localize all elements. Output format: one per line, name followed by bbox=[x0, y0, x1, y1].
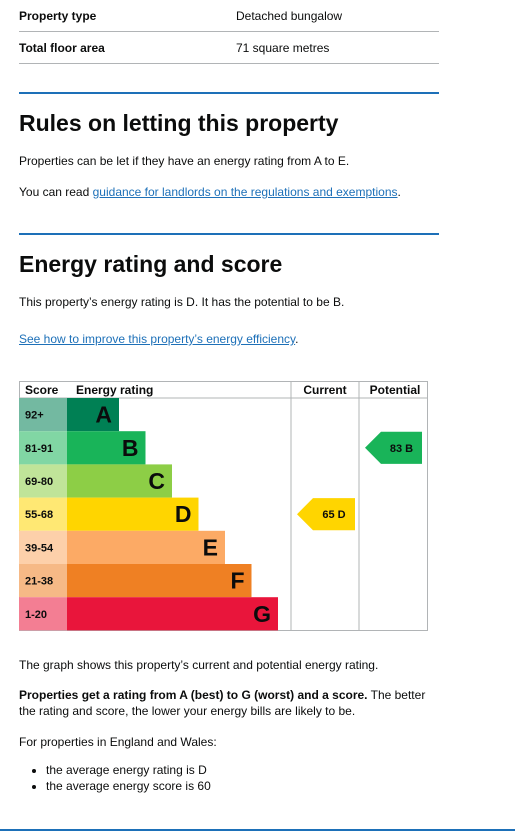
band-score-cell bbox=[19, 398, 67, 432]
potential-rating-label: 83 B bbox=[390, 443, 413, 455]
band-f: 21-38 F bbox=[19, 564, 252, 598]
band-score-cell bbox=[19, 530, 67, 564]
band-score-cell bbox=[19, 431, 67, 465]
band-score-label: 69-80 bbox=[25, 476, 53, 488]
band-score-label: 39-54 bbox=[25, 542, 54, 554]
header-current: Current bbox=[303, 383, 346, 397]
header-potential: Potential bbox=[370, 383, 421, 397]
band-e: 39-54 E bbox=[19, 530, 225, 564]
band-letter: G bbox=[253, 601, 271, 627]
rating-explanation-rest: The better the rating and score, the low… bbox=[19, 688, 426, 718]
summary-key: Total floor area bbox=[19, 40, 105, 55]
improve-link[interactable]: See how to improve this property’s energ… bbox=[19, 332, 296, 346]
letting-heading: Rules on letting this property bbox=[19, 110, 339, 136]
letting-text: Properties can be let if they have an en… bbox=[19, 154, 350, 168]
graph-description: The graph shows this property’s current … bbox=[19, 658, 379, 672]
current-rating-label: 65 D bbox=[322, 509, 345, 521]
summary-value: 71 square metres bbox=[236, 40, 330, 55]
band-letter: A bbox=[95, 402, 112, 428]
band-score-cell bbox=[19, 464, 67, 498]
epc-bands: 92+ A 81-91 B 69-80 C 55-68 D 39-54 E 21-38 F 1-20 G bbox=[19, 398, 278, 631]
band-score-label: 81-91 bbox=[25, 443, 53, 455]
improve-suffix: . bbox=[295, 332, 299, 346]
guidance-suffix: . bbox=[397, 185, 401, 199]
section-divider bbox=[19, 92, 439, 94]
header-rating: Energy rating bbox=[76, 383, 153, 397]
rating-explanation: Properties get a rating from A (best) to… bbox=[19, 687, 439, 719]
energy-heading: Energy rating and score bbox=[19, 251, 283, 277]
band-score-label: 92+ bbox=[25, 410, 44, 422]
band-score-label: 1-20 bbox=[25, 609, 47, 621]
band-g: 1-20 G bbox=[19, 597, 278, 631]
region-text: For properties in England and Wales: bbox=[19, 735, 217, 749]
band-score-label: 55-68 bbox=[25, 509, 53, 521]
content: Property type Detached bungalow Total fl… bbox=[19, 0, 439, 347]
info-block: The graph shows this property’s current … bbox=[19, 657, 439, 794]
band-bar bbox=[67, 431, 146, 465]
summary-row-floor-area: Total floor area 71 square metres bbox=[19, 32, 439, 64]
list-item: the average energy rating is D bbox=[46, 762, 439, 778]
average-list: the average energy rating is D the avera… bbox=[19, 762, 439, 794]
guidance-prefix: You can read bbox=[19, 185, 93, 199]
list-item: the average energy score is 60 bbox=[46, 778, 439, 794]
band-bar bbox=[67, 530, 225, 564]
potential-rating-arrow bbox=[365, 431, 422, 464]
energy-rating-chart: 92+ A 81-91 B 69-80 C 55-68 D 39-54 E 21-38 F 1-20 G … bbox=[19, 381, 428, 631]
summary-key: Property type bbox=[19, 8, 97, 23]
band-a: 92+ A bbox=[19, 398, 119, 432]
current-rating-arrow bbox=[297, 498, 355, 531]
band-score-cell bbox=[19, 564, 67, 598]
band-score-cell bbox=[19, 497, 67, 531]
band-c: 69-80 C bbox=[19, 464, 172, 498]
letting-guidance: You can read guidance for landlords on t… bbox=[19, 184, 439, 200]
epc-headers: Score Energy rating Current Potential bbox=[25, 383, 420, 397]
energy-improve: See how to improve this property’s energ… bbox=[19, 331, 439, 347]
band-bar bbox=[67, 564, 252, 598]
header-score: Score bbox=[25, 383, 59, 397]
band-score-cell bbox=[19, 597, 67, 631]
band-score-label: 21-38 bbox=[25, 576, 53, 588]
section-divider bbox=[19, 233, 439, 235]
band-bar bbox=[67, 464, 172, 498]
rating-explanation-bold: Properties get a rating from A (best) to… bbox=[19, 688, 368, 702]
guidance-link[interactable]: guidance for landlords on the regulation… bbox=[92, 185, 398, 199]
band-letter: D bbox=[175, 501, 192, 527]
summary-value: Detached bungalow bbox=[236, 8, 343, 23]
energy-summary: This property’s energy rating is D. It h… bbox=[19, 295, 345, 309]
band-letter: B bbox=[122, 435, 139, 461]
band-d: 55-68 D bbox=[19, 497, 199, 531]
band-bar bbox=[67, 398, 119, 432]
band-bar bbox=[67, 597, 278, 631]
epc-graph: 92+ A81-91 B69-80 C55-68 D39-54 E21-38 F1-20 G … bbox=[19, 381, 428, 631]
band-letter: C bbox=[148, 468, 165, 494]
band-letter: F bbox=[230, 568, 244, 594]
footer-rule bbox=[0, 829, 515, 831]
band-b: 81-91 B bbox=[19, 431, 146, 465]
band-bar bbox=[67, 497, 199, 531]
summary-row-property-type: Property type Detached bungalow bbox=[19, 0, 439, 32]
band-letter: E bbox=[203, 534, 218, 560]
epc-arrows: 65 D 83 B bbox=[297, 431, 422, 531]
summary-list: Property type Detached bungalow Total fl… bbox=[19, 0, 439, 64]
